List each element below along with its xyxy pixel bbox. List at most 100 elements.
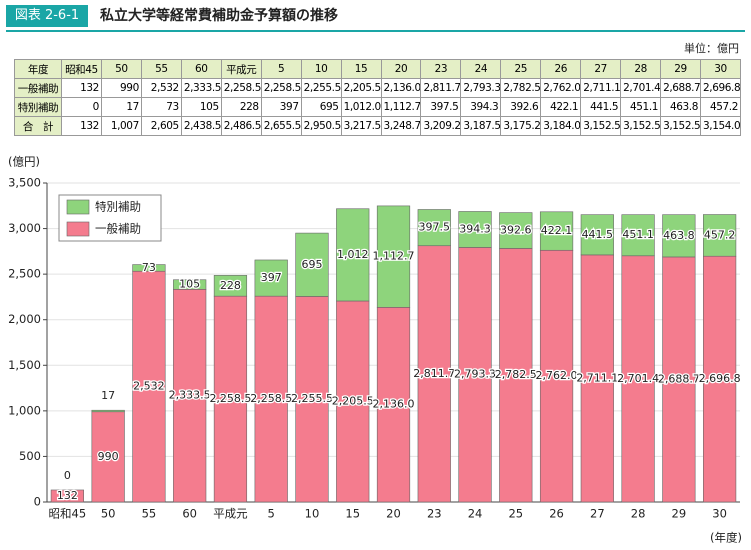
- value-label: 105: [179, 278, 200, 291]
- row-header: 合 計: [14, 116, 62, 136]
- value-label: 2,205.5: [332, 394, 374, 407]
- bar-segment: [376, 205, 411, 308]
- table-cell: 2,486.5: [220, 116, 262, 136]
- y-tick-label: 2,000: [8, 312, 41, 326]
- x-tick-label: 15: [345, 507, 360, 521]
- bar-segment: [254, 259, 288, 297]
- value-label: 392.6: [500, 224, 532, 237]
- value-label: 2,696.8: [699, 372, 741, 385]
- legend-label: 特別補助: [95, 200, 141, 214]
- value-label: 422.1: [541, 224, 573, 237]
- x-tick-label: 10: [305, 507, 320, 521]
- legend-swatch: [66, 199, 90, 215]
- value-label: 1,112.7: [373, 250, 415, 263]
- value-label: 397.5: [419, 221, 451, 234]
- value-label: 2,782.5: [495, 368, 537, 381]
- y-tick-label: 1,000: [8, 403, 41, 417]
- table-cell: 2,532: [140, 78, 182, 98]
- x-tick-label: 55: [142, 507, 157, 521]
- column-header: 55: [140, 59, 182, 79]
- bar-segment: [417, 209, 451, 247]
- bar-segment: [499, 248, 533, 503]
- y-tick-label: 3,500: [8, 176, 41, 190]
- table-cell: 1,112.7: [380, 97, 422, 117]
- value-label: 17: [101, 389, 115, 402]
- table-header-row: 年度 昭和45 50 55 60 平成元 5 10 15 20 23 24 25 26 27 28 29 30: [14, 59, 741, 79]
- bar-segment: [621, 214, 655, 257]
- x-tick-label: 23: [427, 507, 442, 521]
- value-label: 2,711.1: [576, 371, 618, 384]
- value-label: 990: [98, 450, 119, 463]
- column-header: 23: [420, 59, 462, 79]
- table-cell: 3,209.2: [420, 116, 462, 136]
- bar-segment: [539, 249, 574, 503]
- value-label: 441.5: [582, 228, 614, 241]
- table-row: 合 計 132 1,007 2,605 2,438.5 2,486.5 2,655.5 2,9…: [14, 116, 741, 136]
- y-tick-label: 0: [34, 495, 41, 509]
- value-label: 457.2: [704, 228, 736, 241]
- legend-swatch: [66, 221, 90, 237]
- value-label: 463.8: [663, 229, 695, 242]
- x-tick-label: 26: [549, 507, 564, 521]
- value-label: 228: [220, 279, 241, 292]
- table-row: 一般補助 132 990 2,532 2,333.5 2,258.5 2,258.5 2,25…: [14, 78, 741, 98]
- table-cell: 2,762.0: [540, 78, 582, 98]
- value-label: 2,255.5: [291, 392, 333, 405]
- value-label: 2,762.0: [536, 369, 578, 382]
- bar-segment: [132, 264, 166, 272]
- bar-segment: [213, 295, 248, 503]
- table-cell: 1,007: [100, 116, 142, 136]
- header-rule: [6, 30, 745, 32]
- value-label: 2,532: [133, 380, 165, 393]
- bar-segment: [295, 296, 329, 503]
- table-cell: 3,248.7: [380, 116, 422, 136]
- x-tick-label: 28: [631, 507, 646, 521]
- legend-label: 一般補助: [95, 222, 141, 236]
- bar-segment: [336, 300, 370, 503]
- y-tick-label: 1,500: [8, 358, 41, 372]
- column-header: 27: [580, 59, 622, 79]
- bar-segment: [376, 307, 411, 503]
- table-cell: 1,012.0: [340, 97, 382, 117]
- bar-segment: [173, 279, 207, 290]
- table-cell: 2,258.5: [220, 78, 262, 98]
- column-header: 15: [340, 59, 382, 79]
- value-label: 0: [64, 469, 71, 482]
- bar-segment: [580, 214, 614, 256]
- value-label: 1,012: [337, 248, 369, 261]
- bar-segment: [662, 214, 696, 258]
- row-header: 特別補助: [14, 97, 62, 117]
- table-cell: 457.2: [700, 97, 741, 117]
- table-header: 年度: [14, 59, 62, 79]
- x-tick-label: 27: [590, 507, 605, 521]
- bar-segment: [458, 211, 492, 248]
- table-cell: 2,696.8: [700, 78, 741, 98]
- column-header: 10: [300, 59, 342, 79]
- bar-segment: [254, 295, 288, 503]
- bar-segment: [295, 232, 329, 297]
- bar-segment: [91, 409, 125, 413]
- value-label: 2,258.5: [250, 392, 292, 405]
- bar-segment: [662, 256, 696, 503]
- table-cell: 132: [61, 116, 102, 136]
- column-header: 昭和45: [61, 59, 102, 79]
- y-tick-label: 3,000: [8, 221, 41, 235]
- value-label: 2,333.5: [169, 389, 211, 402]
- x-tick-label: 20: [386, 507, 401, 521]
- table-cell: 3,175.2: [500, 116, 542, 136]
- bar-segment: [417, 245, 451, 503]
- x-tick-label: 60: [182, 507, 197, 521]
- x-tick-label: 29: [672, 507, 687, 521]
- table-cell: 228: [220, 97, 262, 117]
- table-cell: 2,950.5: [300, 116, 342, 136]
- x-tick-label: 平成元: [213, 507, 248, 521]
- table-cell: 3,152.5: [660, 116, 701, 136]
- table-cell: 3,154.0: [700, 116, 741, 136]
- x-tick-label: 25: [508, 507, 523, 521]
- bar-segment: [499, 212, 533, 249]
- bar-segment: [173, 289, 207, 503]
- bar-segment: [703, 214, 737, 257]
- x-tick-label: 5: [268, 507, 275, 521]
